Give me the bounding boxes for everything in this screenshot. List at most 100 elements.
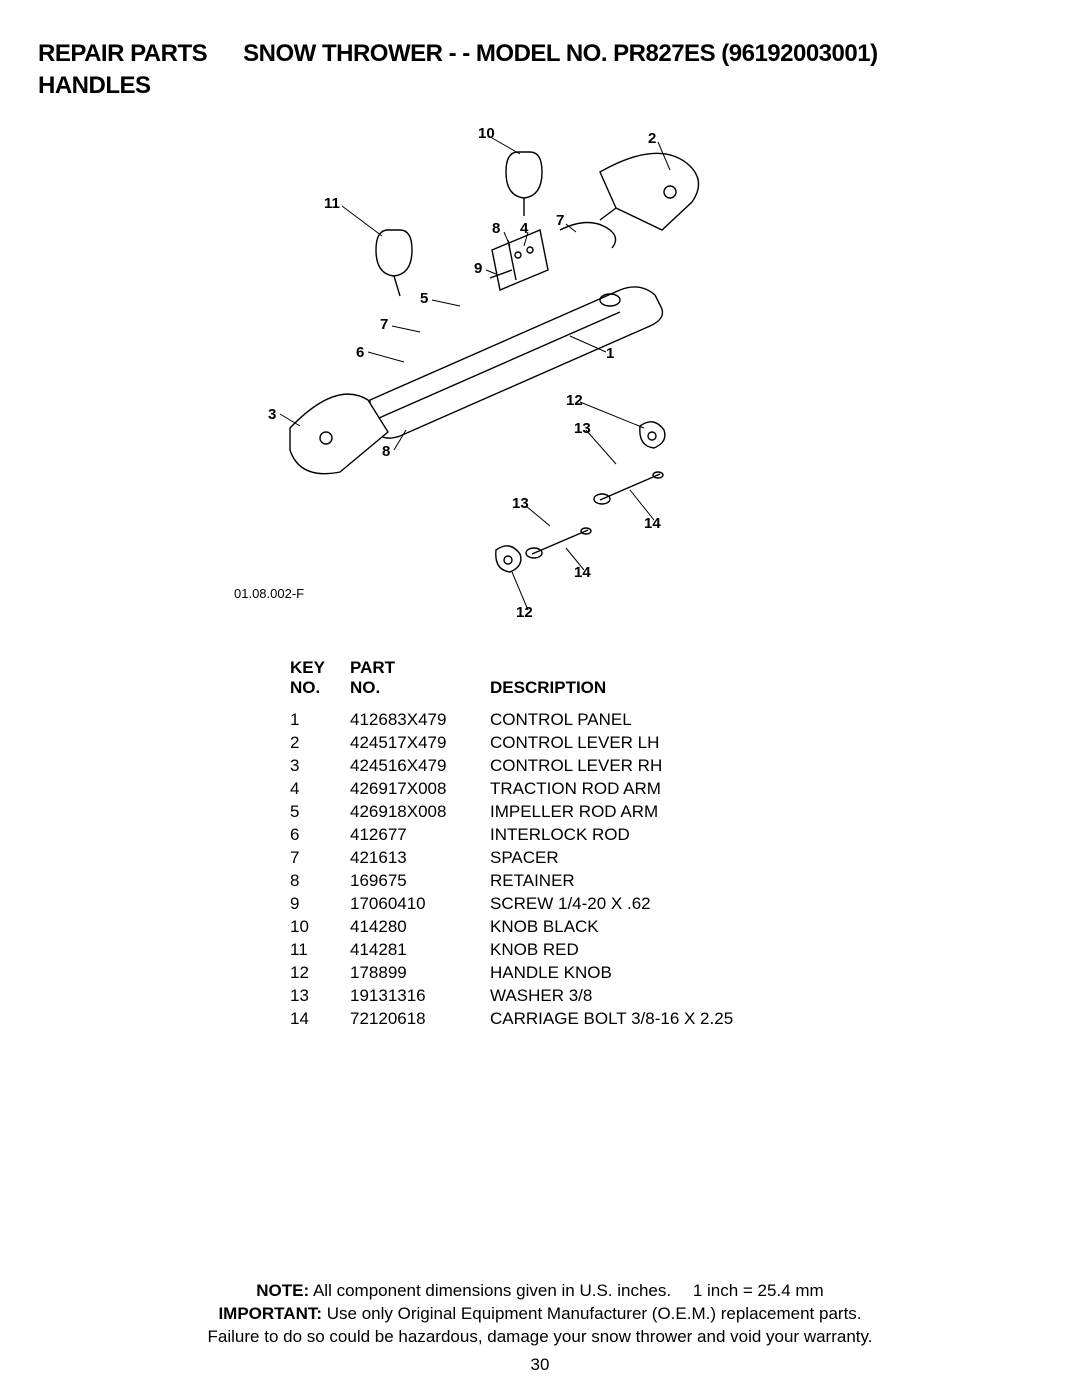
table-row: 8169675RETAINER bbox=[290, 869, 790, 892]
note-text: All component dimensions given in U.S. i… bbox=[313, 1281, 824, 1300]
table-row: 5426918X008IMPELLER ROD ARM bbox=[290, 800, 790, 823]
cell-description: CONTROL PANEL bbox=[490, 708, 790, 731]
table-row: 7421613SPACER bbox=[290, 846, 790, 869]
table-row: 3424516X479CONTROL LEVER RH bbox=[290, 754, 790, 777]
cell-part-no: 412677 bbox=[350, 823, 490, 846]
diagram-container: 102118479576131213813141412 01.08.002-F bbox=[38, 120, 1042, 640]
diagram-callout: 6 bbox=[356, 344, 364, 361]
table-row: 10414280KNOB BLACK bbox=[290, 915, 790, 938]
cell-key-no: 12 bbox=[290, 961, 350, 984]
model-number: PR827ES bbox=[613, 40, 715, 67]
col-header-key: KEY NO. bbox=[290, 658, 350, 708]
model-code: (96192003001) bbox=[721, 40, 877, 67]
table-row: 917060410SCREW 1/4-20 X .62 bbox=[290, 892, 790, 915]
page: REPAIR PARTS SNOW THROWER - - MODEL NO. … bbox=[0, 0, 1080, 1397]
cell-key-no: 14 bbox=[290, 1007, 350, 1030]
table-row: 6412677INTERLOCK ROD bbox=[290, 823, 790, 846]
diagram-callout: 9 bbox=[474, 260, 482, 277]
cell-key-no: 4 bbox=[290, 777, 350, 800]
col-header-part: PART NO. bbox=[350, 658, 490, 708]
page-number: 30 bbox=[0, 1355, 1080, 1375]
cell-key-no: 3 bbox=[290, 754, 350, 777]
table-row: 4426917X008TRACTION ROD ARM bbox=[290, 777, 790, 800]
cell-description: CARRIAGE BOLT 3/8-16 X 2.25 bbox=[490, 1007, 790, 1030]
cell-part-no: 17060410 bbox=[350, 892, 490, 915]
important-line: IMPORTANT: Use only Original Equipment M… bbox=[0, 1303, 1080, 1326]
diagram-callout: 13 bbox=[512, 495, 529, 512]
cell-key-no: 1 bbox=[290, 708, 350, 731]
cell-part-no: 424517X479 bbox=[350, 731, 490, 754]
col-header-description: DESCRIPTION bbox=[490, 658, 790, 708]
handles-diagram: 102118479576131213813141412 01.08.002-F bbox=[260, 120, 820, 640]
diagram-callout: 7 bbox=[380, 316, 388, 333]
note-line: NOTE: All component dimensions given in … bbox=[0, 1280, 1080, 1303]
diagram-callout: 3 bbox=[268, 406, 276, 423]
cell-description: KNOB BLACK bbox=[490, 915, 790, 938]
cell-description: HANDLE KNOB bbox=[490, 961, 790, 984]
diagram-callout: 12 bbox=[516, 604, 533, 621]
table-row: 11414281KNOB RED bbox=[290, 938, 790, 961]
diagram-callout: 2 bbox=[648, 130, 656, 147]
cell-part-no: 421613 bbox=[350, 846, 490, 869]
repair-parts-label: REPAIR PARTS bbox=[38, 40, 207, 68]
table-row: 2424517X479CONTROL LEVER LH bbox=[290, 731, 790, 754]
cell-description: CONTROL LEVER LH bbox=[490, 731, 790, 754]
table-row: 12178899HANDLE KNOB bbox=[290, 961, 790, 984]
diagram-callout: 14 bbox=[574, 564, 591, 581]
diagram-callout: 12 bbox=[566, 392, 583, 409]
important-text: Use only Original Equipment Manufacturer… bbox=[327, 1304, 862, 1323]
diagram-svg bbox=[260, 120, 820, 640]
cell-part-no: 414281 bbox=[350, 938, 490, 961]
table-row: 1412683X479CONTROL PANEL bbox=[290, 708, 790, 731]
table-row: 1319131316WASHER 3/8 bbox=[290, 984, 790, 1007]
cell-part-no: 72120618 bbox=[350, 1007, 490, 1030]
cell-description: WASHER 3/8 bbox=[490, 984, 790, 1007]
cell-description: IMPELLER ROD ARM bbox=[490, 800, 790, 823]
diagram-callout: 14 bbox=[644, 515, 661, 532]
diagram-callout: 1 bbox=[606, 345, 614, 362]
cell-description: CONTROL LEVER RH bbox=[490, 754, 790, 777]
cell-key-no: 11 bbox=[290, 938, 350, 961]
diagram-callout: 8 bbox=[382, 443, 390, 460]
page-header: REPAIR PARTS SNOW THROWER - - MODEL NO. … bbox=[38, 40, 1042, 100]
cell-key-no: 8 bbox=[290, 869, 350, 892]
cell-part-no: 178899 bbox=[350, 961, 490, 984]
important-label: IMPORTANT: bbox=[218, 1304, 322, 1323]
table-row: 1472120618CARRIAGE BOLT 3/8-16 X 2.25 bbox=[290, 1007, 790, 1030]
diagram-callout: 11 bbox=[324, 195, 340, 212]
cell-part-no: 426917X008 bbox=[350, 777, 490, 800]
diagram-callout: 4 bbox=[520, 220, 528, 237]
cell-key-no: 6 bbox=[290, 823, 350, 846]
diagram-callout: 13 bbox=[574, 420, 591, 437]
cell-part-no: 169675 bbox=[350, 869, 490, 892]
cell-description: TRACTION ROD ARM bbox=[490, 777, 790, 800]
product-title: SNOW THROWER - - MODEL NO. PR827ES (9619… bbox=[243, 40, 877, 68]
cell-key-no: 5 bbox=[290, 800, 350, 823]
parts-table: KEY NO. PART NO. DESCRIPTION 1412683X479… bbox=[290, 658, 790, 1030]
warning-line: Failure to do so could be hazardous, dam… bbox=[0, 1326, 1080, 1349]
cell-description: INTERLOCK ROD bbox=[490, 823, 790, 846]
cell-description: KNOB RED bbox=[490, 938, 790, 961]
parts-table-container: KEY NO. PART NO. DESCRIPTION 1412683X479… bbox=[38, 658, 1042, 1030]
cell-key-no: 10 bbox=[290, 915, 350, 938]
cell-part-no: 412683X479 bbox=[350, 708, 490, 731]
cell-key-no: 2 bbox=[290, 731, 350, 754]
cell-description: SPACER bbox=[490, 846, 790, 869]
section-title: HANDLES bbox=[38, 72, 1042, 100]
cell-description: RETAINER bbox=[490, 869, 790, 892]
cell-key-no: 7 bbox=[290, 846, 350, 869]
cell-key-no: 9 bbox=[290, 892, 350, 915]
header-line-1: REPAIR PARTS SNOW THROWER - - MODEL NO. … bbox=[38, 40, 1042, 68]
diagram-callout: 5 bbox=[420, 290, 428, 307]
cell-part-no: 19131316 bbox=[350, 984, 490, 1007]
footer-notes: NOTE: All component dimensions given in … bbox=[0, 1280, 1080, 1349]
cell-key-no: 13 bbox=[290, 984, 350, 1007]
cell-part-no: 426918X008 bbox=[350, 800, 490, 823]
diagram-reference: 01.08.002-F bbox=[234, 586, 304, 601]
cell-part-no: 414280 bbox=[350, 915, 490, 938]
cell-description: SCREW 1/4-20 X .62 bbox=[490, 892, 790, 915]
diagram-callout: 8 bbox=[492, 220, 500, 237]
diagram-callout: 7 bbox=[556, 212, 564, 229]
cell-part-no: 424516X479 bbox=[350, 754, 490, 777]
product-label: SNOW THROWER - - MODEL NO. bbox=[243, 40, 607, 67]
